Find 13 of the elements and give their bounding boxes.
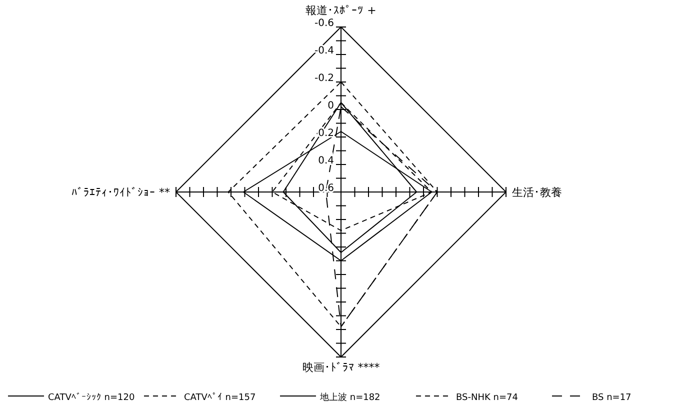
y-tick-label: -0.6 — [314, 18, 334, 29]
spoke-label: ﾊﾞﾗｴﾃｨ･ﾜｲﾄﾞｼｮｰ ** — [72, 186, 170, 199]
spoke-label: 生活･教養 — [512, 186, 562, 199]
y-tick-label: 0.4 — [318, 156, 334, 166]
spoke-label: 映画･ﾄﾞﾗﾏ **** — [302, 361, 380, 374]
legend-label: BS-NHK n=74 — [456, 393, 518, 403]
legend-label: BS n=17 — [592, 393, 632, 403]
legend-label: 地上波 n=182 — [319, 392, 380, 403]
y-tick-label: -0.2 — [314, 73, 334, 84]
spoke-label: 報道･ｽﾎﾟｰﾂ + — [306, 4, 376, 17]
legend-label: CATVﾍﾟｲ n=157 — [184, 392, 256, 403]
y-tick-label: 0 — [328, 100, 334, 112]
legend-label: CATVﾍﾞｰｼｯｸ n=120 — [48, 392, 135, 403]
